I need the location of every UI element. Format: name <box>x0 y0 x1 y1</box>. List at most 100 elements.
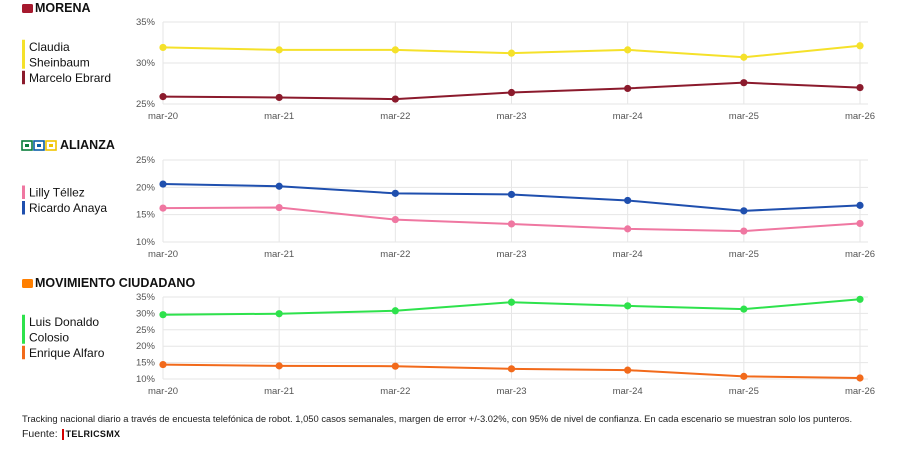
x-tick-label: mar-24 <box>613 111 643 122</box>
chart-panel: MOVIMIENTO CIUDADANO 10% 15% 20% 25% 30% 35% ma… <box>22 276 875 397</box>
data-point <box>740 305 748 313</box>
y-tick-label: 10% <box>136 374 156 385</box>
data-point <box>740 53 748 61</box>
x-tick-label: mar-23 <box>496 249 526 260</box>
data-point <box>275 182 283 190</box>
data-point <box>856 42 864 50</box>
x-tick-label: mar-26 <box>845 386 875 397</box>
data-point <box>856 374 864 382</box>
logo-text: TELRICSMX <box>65 429 121 439</box>
data-point <box>159 43 167 52</box>
data-point <box>740 207 748 215</box>
data-point <box>391 95 399 103</box>
data-point <box>275 203 283 212</box>
footer-note: Tracking nacional diario a través de enc… <box>22 413 853 424</box>
data-point <box>159 360 167 369</box>
data-point <box>624 302 632 310</box>
charts-canvas: MORENA 25% 30% 35% mar-20 mar-21 mar-22 mar-23 m… <box>21 1 875 397</box>
mc-logo-icon <box>22 279 33 288</box>
y-tick-label: 35% <box>136 292 156 303</box>
data-point <box>856 201 864 209</box>
data-point <box>391 215 399 224</box>
morena-logo-icon <box>22 4 33 13</box>
legend-label: Colosio <box>29 330 69 344</box>
chart-title: MOVIMIENTO CIUDADANO <box>35 276 195 290</box>
legend-swatch <box>22 314 25 344</box>
legend-label: Luis Donaldo <box>29 315 99 329</box>
legend-swatch <box>22 345 25 360</box>
data-point <box>159 204 167 212</box>
x-tick-label: mar-26 <box>845 249 875 260</box>
y-tick-label: 25% <box>136 325 156 336</box>
data-point <box>275 93 283 102</box>
data-point <box>624 196 632 205</box>
data-point <box>391 362 399 370</box>
alianza-party-mark-icon <box>25 144 29 147</box>
x-tick-label: mar-25 <box>729 111 759 122</box>
y-tick-label: 20% <box>136 341 156 352</box>
x-tick-label: mar-20 <box>148 249 178 260</box>
chart-panel: ALIANZA 10% 15% 20% 25% mar-20 mar-21 mar-22 mar… <box>21 138 875 260</box>
y-tick-label: 25% <box>136 155 156 166</box>
data-point <box>507 298 516 306</box>
chart-panel: MORENA 25% 30% 35% mar-20 mar-21 mar-22 mar-23 m… <box>22 1 875 122</box>
data-point <box>624 366 632 374</box>
data-point <box>159 180 167 188</box>
data-point <box>391 46 399 54</box>
alianza-party-mark-icon <box>37 144 41 147</box>
y-tick-label: 30% <box>136 308 156 319</box>
y-tick-label: 10% <box>136 237 156 248</box>
data-point <box>159 311 167 319</box>
x-tick-label: mar-21 <box>264 386 294 397</box>
y-tick-label: 15% <box>136 210 156 221</box>
x-tick-label: mar-26 <box>845 111 875 122</box>
data-point <box>507 88 516 97</box>
x-tick-label: mar-21 <box>264 111 294 122</box>
footer-source: Fuente: TELRICSMX <box>22 428 120 440</box>
x-tick-label: mar-20 <box>148 386 178 397</box>
data-point <box>856 219 864 228</box>
legend-label: Lilly Téllez <box>29 186 85 200</box>
data-point <box>507 365 516 373</box>
data-point <box>507 49 516 57</box>
x-tick-label: mar-22 <box>380 111 410 122</box>
data-point <box>275 46 283 54</box>
legend-label: Marcelo Ebrard <box>29 71 111 85</box>
data-point <box>391 189 399 197</box>
y-tick-label: 15% <box>136 358 156 369</box>
data-point <box>856 295 864 303</box>
x-tick-label: mar-22 <box>380 249 410 260</box>
data-point <box>624 84 632 93</box>
y-tick-label: 30% <box>136 58 156 69</box>
data-point <box>507 220 516 228</box>
legend-swatch <box>22 39 25 69</box>
data-point <box>740 372 748 380</box>
data-point <box>275 310 283 318</box>
legend-label: Claudia <box>29 40 70 54</box>
legend-label: Enrique Alfaro <box>29 346 105 360</box>
data-point <box>856 84 864 92</box>
data-point <box>624 46 632 54</box>
x-tick-label: mar-25 <box>729 386 759 397</box>
alianza-logos-icon <box>21 140 57 151</box>
chart-title: MORENA <box>35 1 91 15</box>
data-point <box>507 190 516 199</box>
chart-title: ALIANZA <box>60 138 115 152</box>
y-tick-label: 35% <box>136 17 156 28</box>
alianza-party-mark-icon <box>49 144 53 147</box>
data-point <box>391 307 399 315</box>
data-point <box>740 227 748 235</box>
x-tick-label: mar-25 <box>729 249 759 260</box>
y-tick-label: 20% <box>136 182 156 193</box>
legend-label: Ricardo Anaya <box>29 201 107 215</box>
x-tick-label: mar-23 <box>496 111 526 122</box>
x-tick-label: mar-22 <box>380 386 410 397</box>
telricsmx-logo: TELRICSMX <box>61 428 121 440</box>
logo-mark-icon <box>61 428 64 440</box>
data-point <box>275 362 283 370</box>
data-point <box>159 93 167 101</box>
legend-swatch <box>22 201 25 215</box>
